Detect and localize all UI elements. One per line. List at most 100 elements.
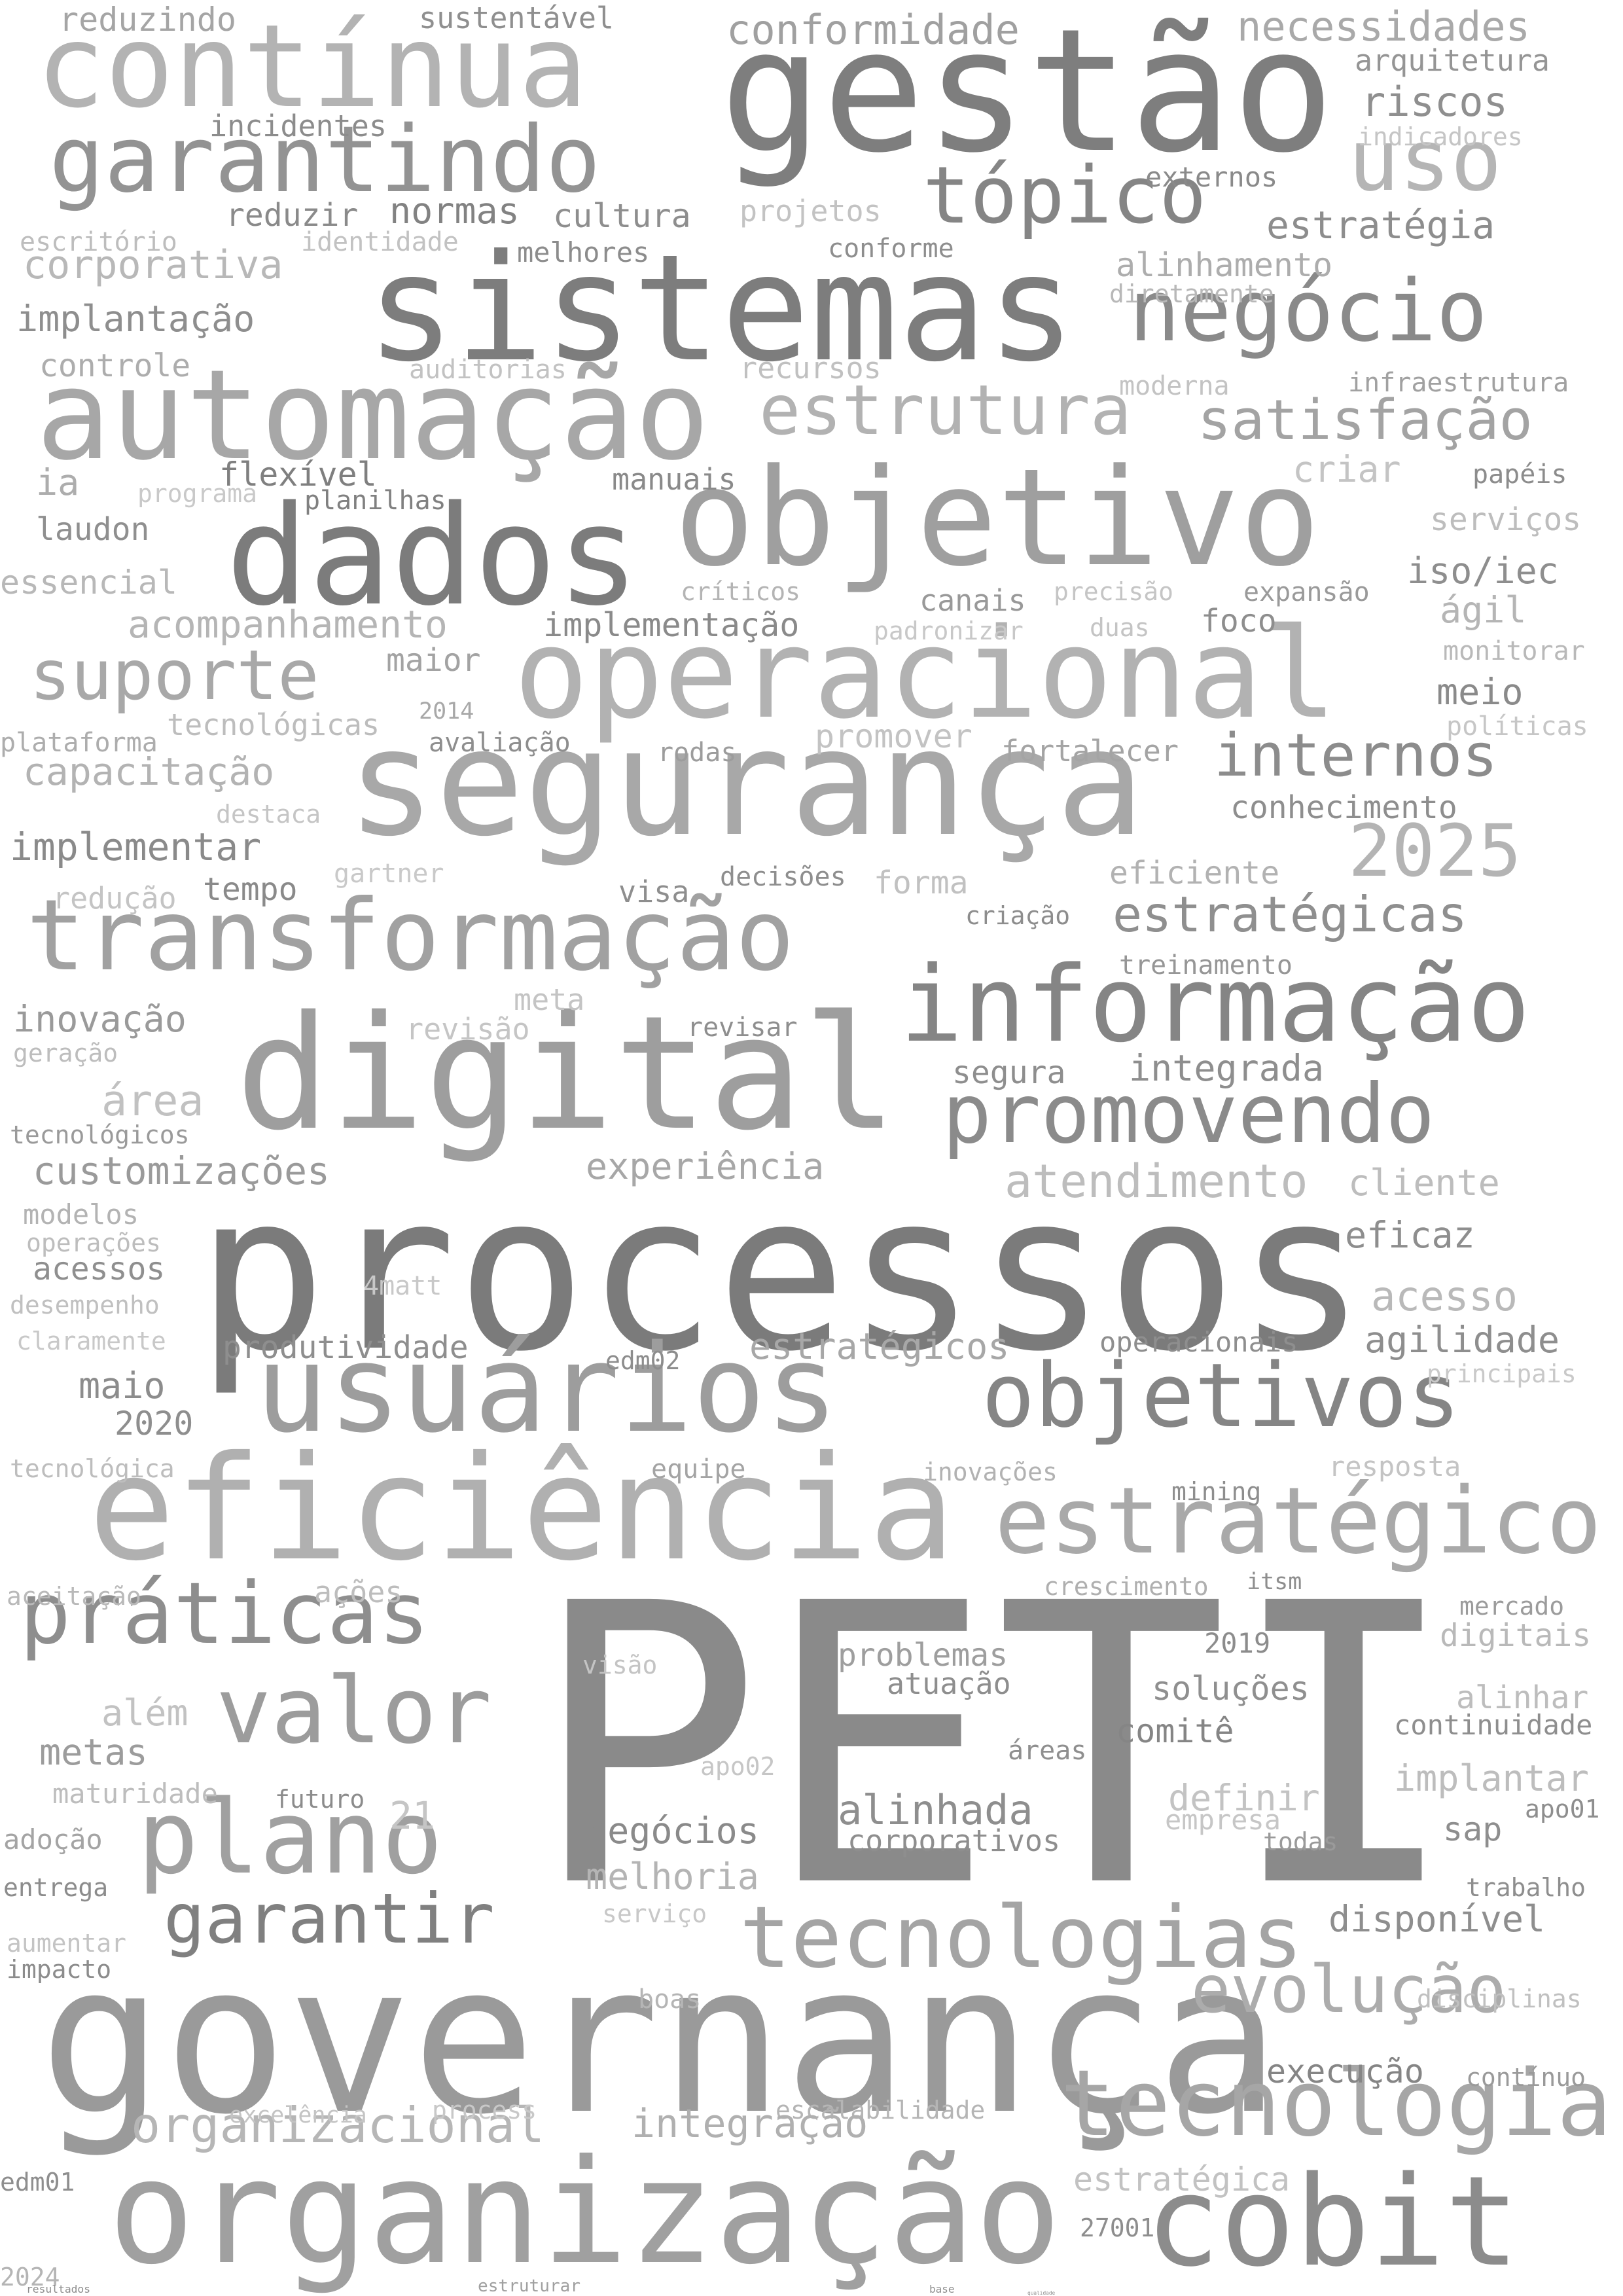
cloud-word-garantir: garantir — [164, 1879, 495, 1959]
cloud-word-foco: foco — [1201, 603, 1277, 639]
cloud-word-escalabilidade: escalabilidade — [776, 2096, 986, 2125]
cloud-word-estrategicas: estratégicas — [1113, 886, 1467, 943]
cloud-word-acesso: acesso — [1371, 1272, 1518, 1320]
cloud-word-produtividade: produtividade — [223, 1329, 469, 1366]
cloud-word-peti: PETI — [530, 1522, 1460, 1972]
cloud-word-melhores: melhores — [517, 236, 650, 268]
cloud-word-papeis: papéis — [1472, 459, 1567, 490]
cloud-word-experiencia: experiência — [586, 1145, 825, 1187]
cloud-word-2024: 2024 — [0, 2263, 60, 2291]
cloud-word-eficiente: eficiente — [1109, 855, 1280, 891]
cloud-word-integrada: integrada — [1129, 1047, 1325, 1089]
cloud-word-atuacao: atuação — [887, 1666, 1011, 1701]
cloud-word-sustentavel: sustentável — [419, 1, 615, 35]
cloud-word-futuro: futuro — [275, 1785, 365, 1814]
cloud-word-apo01: apo01 — [1525, 1795, 1600, 1823]
cloud-word-tecnologica: tecnológica — [10, 1454, 175, 1483]
cloud-word-garantindo: garantindo — [49, 107, 601, 213]
cloud-word-implementacao: implementação — [543, 606, 800, 644]
cloud-word-estrategica: estratégica — [1073, 2161, 1291, 2198]
cloud-word-visao: visão — [582, 1651, 658, 1679]
cloud-word-inovacao: inovação — [13, 998, 187, 1040]
cloud-word-manuais: manuais — [612, 462, 736, 497]
cloud-word-indicadores: indicadores — [1358, 122, 1523, 151]
cloud-word-externos: externos — [1145, 161, 1278, 193]
cloud-word-alinhamento: alinhamento — [1116, 246, 1333, 284]
cloud-word-digitais: digitais — [1440, 1617, 1592, 1654]
cloud-word-desempenho: desempenho — [10, 1291, 160, 1319]
cloud-word-usuarios: usuários — [255, 1318, 839, 1460]
cloud-word-recursos: recursos — [740, 351, 882, 386]
cloud-word-arquitetura: arquitetura — [1355, 43, 1550, 78]
cloud-word-servicos: serviços — [1430, 501, 1582, 538]
cloud-word-reduzir: reduzir — [226, 197, 359, 234]
cloud-word-topico: tópico — [923, 151, 1207, 242]
cloud-word-problemas: problemas — [838, 1637, 1008, 1674]
cloud-word-tecnologicas: tecnológicas — [167, 708, 380, 742]
cloud-word-cliente: cliente — [1348, 1162, 1500, 1204]
cloud-word-criticos: críticos — [681, 577, 801, 606]
cloud-word-implantacao: implantação — [16, 298, 255, 340]
cloud-word-meta: meta — [514, 982, 585, 1017]
cloud-word-claramente: claramente — [16, 1327, 166, 1355]
cloud-word-processos: processos — [196, 1147, 1367, 1399]
cloud-word-trabalho: trabalho — [1466, 1873, 1586, 1902]
cloud-word-cobit: cobit — [1145, 2149, 1520, 2294]
cloud-word-operacionais: operacionais — [1099, 1326, 1298, 1358]
cloud-word-satisfacao: satisfação — [1198, 388, 1533, 453]
cloud-word-valor: valor — [216, 1658, 492, 1765]
cloud-word-corporativa: corporativa — [23, 242, 283, 288]
cloud-word-areas: áreas — [1008, 1736, 1087, 1766]
cloud-word-entrega: entrega — [3, 1873, 109, 1902]
cloud-word-padronizar: padronizar — [874, 617, 1024, 645]
cloud-word-disponivel: disponível — [1329, 1898, 1546, 1940]
cloud-word-impacto: impacto — [7, 1955, 112, 1984]
cloud-word-organizacao: organização — [108, 2128, 1061, 2296]
cloud-word-evolucao: evolução — [1191, 1951, 1507, 2028]
cloud-word-praticas: práticas — [20, 1564, 430, 1663]
cloud-word-necessidades: necessidades — [1237, 3, 1530, 50]
cloud-word-integracao: integração — [632, 2101, 868, 2147]
cloud-word-tecnologicos: tecnológicos — [10, 1121, 190, 1149]
cloud-word-continuidade: continuidade — [1394, 1709, 1593, 1741]
cloud-word-4matt: 4matt — [363, 1271, 442, 1301]
cloud-word-controle: controle — [39, 348, 191, 384]
cloud-word-segura: segura — [952, 1054, 1066, 1091]
cloud-word-infraestrutura: infraestrutura — [1348, 368, 1569, 398]
cloud-word-objetivo: objetivo — [674, 440, 1321, 596]
cloud-word-resposta: resposta — [1329, 1450, 1461, 1482]
cloud-word-solucoes: soluções — [1152, 1670, 1310, 1708]
cloud-word-tecnologias: tecnologias — [740, 1888, 1303, 1987]
cloud-word-capacitacao: capacitação — [23, 749, 275, 794]
cloud-word-laudon: laudon — [36, 511, 150, 548]
cloud-word-iso-iec: iso/iec — [1407, 550, 1559, 592]
cloud-word-forma: forma — [874, 865, 969, 901]
cloud-word-criar: criar — [1293, 448, 1401, 490]
cloud-word-atendimento: atendimento — [1005, 1155, 1308, 1208]
cloud-word-2025: 2025 — [1348, 809, 1522, 893]
cloud-word-meio: meio — [1436, 671, 1524, 713]
cloud-word-empresa: empresa — [1165, 1804, 1281, 1836]
cloud-word-visa: visa — [618, 874, 690, 909]
cloud-word-sistemas: sistemas — [366, 223, 1076, 395]
cloud-word-eficiencia: eficiência — [88, 1425, 955, 1592]
cloud-word-promovendo: promovendo — [942, 1067, 1435, 1162]
cloud-word-21: 21 — [389, 1793, 435, 1838]
cloud-word-projetos: projetos — [740, 194, 882, 228]
cloud-word-negocios: negócios — [586, 1810, 759, 1852]
cloud-word-suporte: suporte — [29, 636, 319, 715]
cloud-word-base: base — [929, 2283, 955, 2295]
cloud-word-mercado: mercado — [1459, 1592, 1565, 1621]
cloud-word-conformidade: conformidade — [726, 6, 1020, 54]
cloud-word-precisao: precisão — [1054, 577, 1174, 606]
cloud-word-plataforma: plataforma — [0, 728, 158, 758]
cloud-word-estruturar: estruturar — [478, 2276, 581, 2296]
cloud-word-revisar: revisar — [687, 1013, 798, 1043]
cloud-word-2014: 2014 — [419, 698, 474, 725]
cloud-word-implementar: implementar — [10, 825, 262, 869]
cloud-word-escritorio: escritório — [20, 227, 177, 257]
cloud-word-alinhada: alinhada — [838, 1786, 1033, 1834]
cloud-word-negocio: negócio — [1129, 261, 1488, 361]
cloud-word-automacao: automação — [36, 343, 710, 488]
